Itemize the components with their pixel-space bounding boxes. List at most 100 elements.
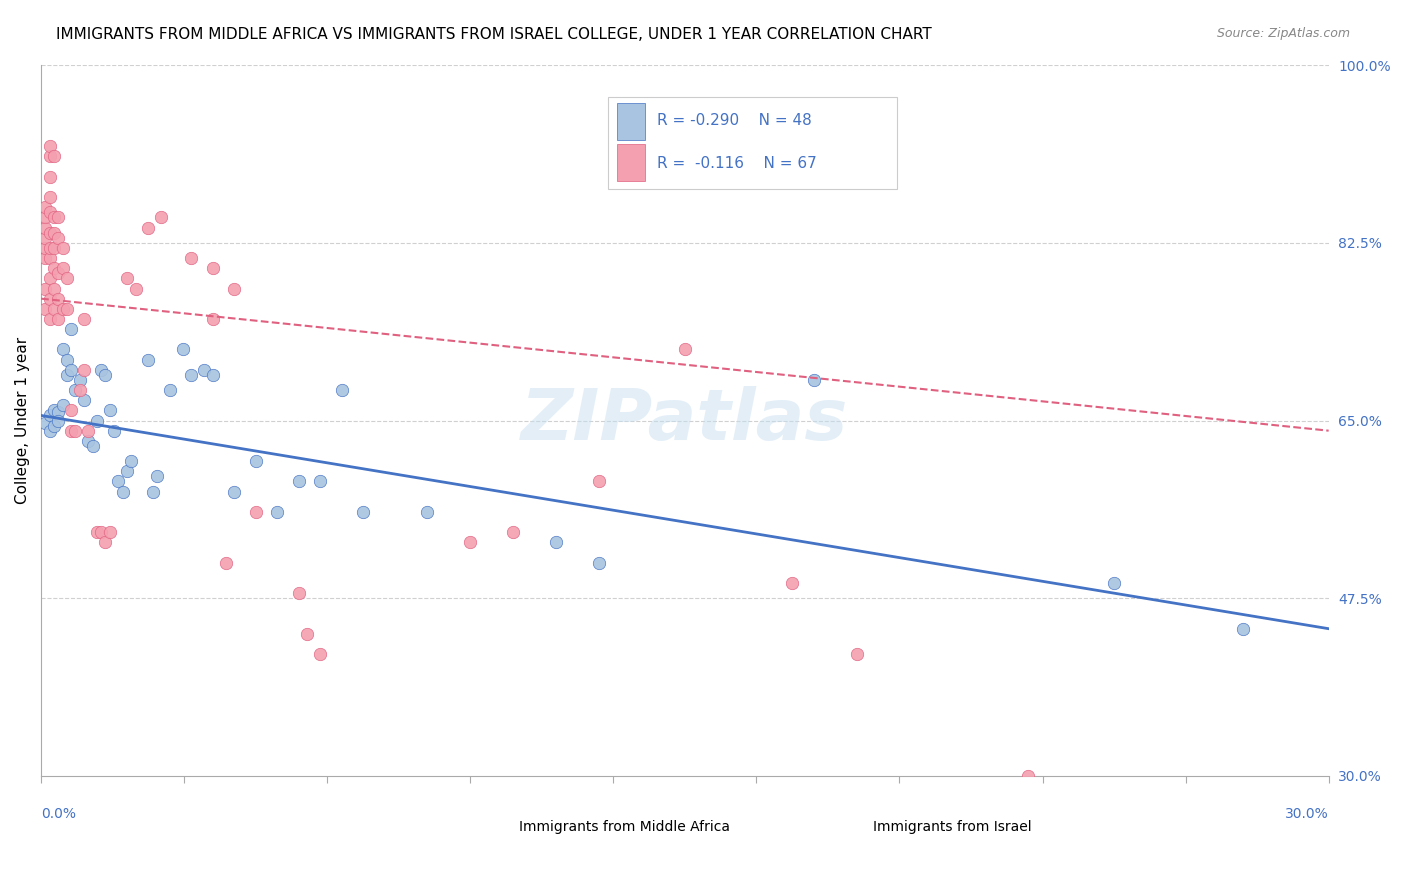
FancyBboxPatch shape xyxy=(617,144,645,181)
Point xyxy=(120,454,142,468)
Point xyxy=(309,647,332,661)
Point xyxy=(42,226,65,240)
Text: R =  -0.116    N = 67: R = -0.116 N = 67 xyxy=(657,156,817,170)
Point xyxy=(38,424,60,438)
Point xyxy=(42,149,65,163)
Point xyxy=(65,424,87,438)
Point xyxy=(60,363,83,377)
Point xyxy=(82,439,104,453)
Point xyxy=(69,383,91,397)
Point xyxy=(46,231,69,245)
FancyBboxPatch shape xyxy=(617,103,645,140)
Point xyxy=(193,363,215,377)
Point xyxy=(201,312,224,326)
Point xyxy=(224,281,246,295)
Point xyxy=(588,475,610,489)
Point xyxy=(38,205,60,219)
Point xyxy=(73,363,96,377)
Point xyxy=(287,475,309,489)
FancyBboxPatch shape xyxy=(607,97,897,189)
Point xyxy=(38,409,60,423)
Point xyxy=(180,368,202,382)
Point xyxy=(52,241,75,255)
Point xyxy=(34,241,56,255)
Point xyxy=(224,484,246,499)
Point xyxy=(150,211,173,225)
Point xyxy=(46,413,69,427)
Point xyxy=(588,556,610,570)
Point xyxy=(34,416,56,430)
Point xyxy=(803,373,825,387)
FancyBboxPatch shape xyxy=(839,812,865,843)
Point xyxy=(86,413,108,427)
Point xyxy=(34,200,56,214)
Point xyxy=(780,576,803,591)
Point xyxy=(73,312,96,326)
Point xyxy=(42,261,65,276)
Point xyxy=(98,525,121,540)
Point xyxy=(34,220,56,235)
Point xyxy=(245,505,267,519)
Point xyxy=(245,454,267,468)
Point xyxy=(295,627,318,641)
Point xyxy=(34,211,56,225)
Text: 0.0%: 0.0% xyxy=(41,806,76,821)
Point xyxy=(845,647,868,661)
Point xyxy=(115,464,138,478)
Point xyxy=(38,241,60,255)
Point xyxy=(42,211,65,225)
Point xyxy=(201,368,224,382)
Point xyxy=(46,312,69,326)
Point xyxy=(352,505,374,519)
Point xyxy=(673,343,696,357)
Text: ZIPatlas: ZIPatlas xyxy=(522,386,849,455)
Point xyxy=(94,368,117,382)
Point xyxy=(1232,622,1254,636)
Point xyxy=(60,403,83,417)
Point xyxy=(65,383,87,397)
Y-axis label: College, Under 1 year: College, Under 1 year xyxy=(15,337,30,504)
Point xyxy=(52,398,75,412)
Text: Immigrants from Israel: Immigrants from Israel xyxy=(873,820,1032,834)
Point xyxy=(34,231,56,245)
Point xyxy=(309,475,332,489)
Point xyxy=(56,368,79,382)
Point xyxy=(56,352,79,367)
Point xyxy=(46,405,69,419)
Text: 30.0%: 30.0% xyxy=(1285,806,1329,821)
Point xyxy=(34,251,56,265)
FancyBboxPatch shape xyxy=(485,812,510,843)
Point xyxy=(98,403,121,417)
Point xyxy=(42,403,65,417)
Point xyxy=(56,271,79,285)
Point xyxy=(52,261,75,276)
Point xyxy=(94,535,117,549)
Point xyxy=(42,301,65,316)
Point xyxy=(38,139,60,153)
Point xyxy=(46,211,69,225)
Point xyxy=(214,556,236,570)
Point xyxy=(46,266,69,280)
Point xyxy=(266,505,288,519)
Point xyxy=(172,343,194,357)
Point xyxy=(42,418,65,433)
Point xyxy=(138,220,160,235)
Point xyxy=(1102,576,1125,591)
Point xyxy=(34,301,56,316)
Text: R = -0.290    N = 48: R = -0.290 N = 48 xyxy=(657,113,811,128)
Point xyxy=(1017,769,1039,783)
Point xyxy=(52,343,75,357)
Point xyxy=(38,169,60,184)
Point xyxy=(52,301,75,316)
Point xyxy=(34,281,56,295)
Point xyxy=(60,322,83,336)
Point xyxy=(90,363,112,377)
Point xyxy=(115,271,138,285)
Point xyxy=(111,484,134,499)
Point xyxy=(46,292,69,306)
Point xyxy=(138,352,160,367)
Point xyxy=(38,312,60,326)
Point xyxy=(416,505,439,519)
Point xyxy=(73,393,96,408)
Point xyxy=(38,271,60,285)
